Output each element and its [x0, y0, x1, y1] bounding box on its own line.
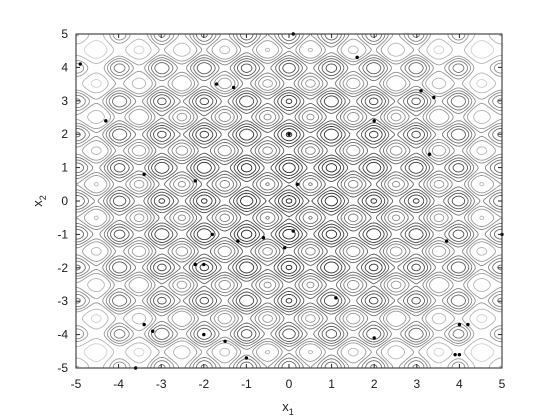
data-point: [214, 82, 219, 86]
data-point: [78, 62, 82, 66]
y-axis-label: x2: [30, 195, 48, 207]
data-point: [236, 239, 240, 243]
y-axis-ticks: -5 -4 -3 -2 -1 0 1 2 3 4 5: [57, 27, 502, 375]
data-point: [291, 229, 295, 233]
x-tick-label: 4: [456, 377, 463, 391]
contour-level: [76, 34, 502, 368]
data-point: [193, 179, 197, 183]
data-point: [244, 356, 249, 360]
y-tick-label: 1: [61, 161, 68, 175]
x-tick-label: 1: [328, 377, 335, 391]
y-tick-label: -2: [57, 261, 68, 275]
contour-level: [200, 131, 378, 271]
data-point: [453, 352, 457, 357]
data-point: [142, 322, 146, 327]
data-point: [372, 336, 376, 340]
contour-level: [75, 33, 503, 369]
y-tick-label: 5: [61, 27, 68, 41]
y-tick-label: -5: [57, 361, 68, 375]
x-tick-label: -1: [241, 377, 252, 391]
contour-level: [158, 98, 420, 304]
y-tick-label: -1: [57, 227, 68, 241]
x-tick-label: 2: [371, 377, 378, 391]
data-point: [466, 322, 470, 327]
plot-frame: [75, 33, 503, 369]
x-tick-label: -3: [156, 377, 167, 391]
data-point: [104, 119, 108, 123]
x-axis-label: x1: [282, 399, 294, 417]
x-tick-label: 0: [286, 377, 293, 391]
data-point: [372, 119, 376, 123]
data-point: [142, 172, 146, 176]
data-point: [223, 339, 227, 343]
x-tick-label: -2: [198, 377, 209, 391]
data-point: [355, 55, 359, 60]
data-point: [202, 262, 206, 267]
data-point: [457, 322, 462, 327]
data-points: [78, 32, 504, 370]
contour-level: [76, 33, 502, 369]
data-point: [444, 239, 449, 243]
x-tick-label: -5: [71, 377, 82, 391]
contour-level: [76, 34, 502, 368]
y-tick-label: 2: [61, 127, 68, 141]
data-point: [193, 262, 197, 267]
data-point: [334, 296, 338, 300]
data-point: [432, 95, 436, 100]
x-tick-label: 5: [499, 377, 506, 391]
data-point: [427, 152, 432, 156]
contour-level: [112, 62, 466, 340]
data-point: [295, 182, 300, 186]
y-tick-label: -4: [57, 328, 68, 342]
contour-level: [83, 40, 495, 362]
data-point: [202, 332, 206, 337]
data-point: [287, 132, 291, 136]
contour-level: [153, 94, 425, 308]
x-tick-label: 3: [413, 377, 420, 391]
data-point: [231, 85, 236, 90]
data-point: [419, 89, 423, 93]
data-point: [261, 236, 266, 240]
data-point: [210, 232, 215, 237]
data-point: [457, 352, 462, 357]
y-tick-label: -3: [57, 294, 68, 308]
contour-lines: [75, 33, 503, 369]
data-point: [150, 329, 155, 333]
contour-level: [76, 34, 502, 368]
x-tick-label: -4: [113, 377, 124, 391]
data-point: [283, 246, 287, 250]
contour-level: [75, 34, 503, 368]
y-tick-label: 0: [61, 194, 68, 208]
contour-level: [285, 198, 293, 204]
y-tick-label: 4: [61, 60, 68, 74]
y-tick-label: 3: [61, 94, 68, 108]
x-axis-ticks: -5 -4 -3 -2 -1 0 1 2 3 4 5: [71, 34, 506, 391]
contour-level: [76, 34, 502, 368]
